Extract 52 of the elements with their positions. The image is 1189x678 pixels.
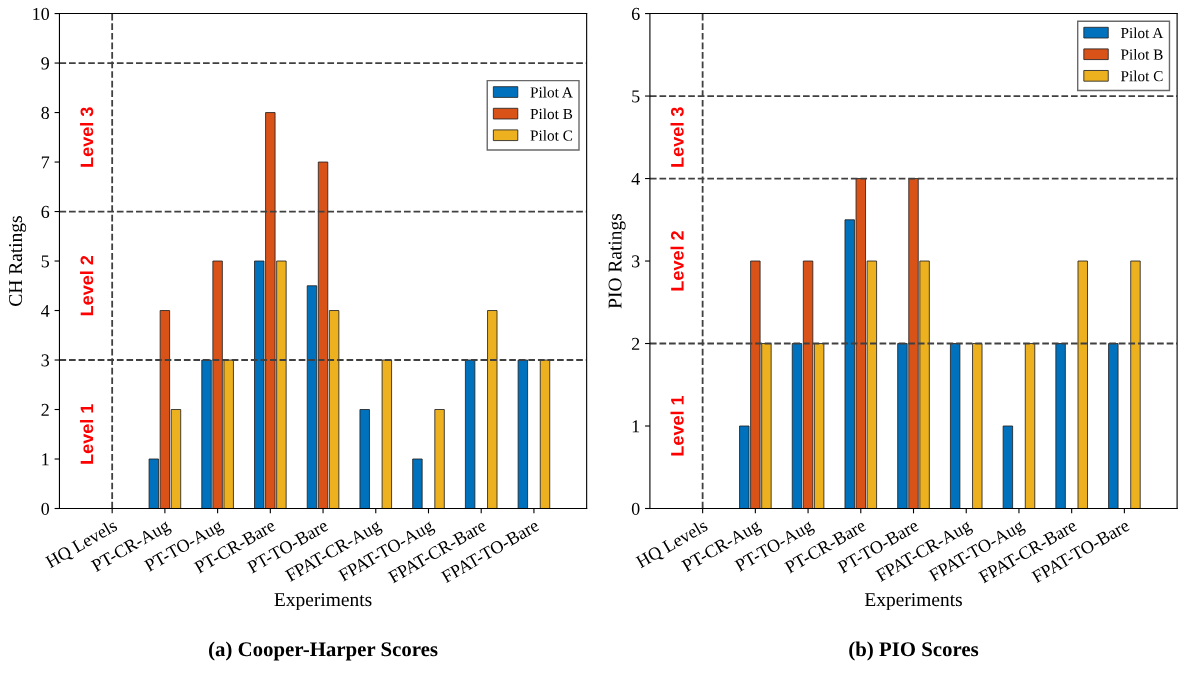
y-tick-label: 1	[42, 453, 49, 466]
legend-label: Pilot B	[1120, 48, 1163, 60]
legend-label: Pilot C	[530, 129, 573, 141]
y-tick-label: 3	[632, 255, 640, 268]
y-tick-label: 0	[41, 502, 50, 515]
text: (b) PIO Scores	[849, 641, 979, 661]
bar	[517, 359, 529, 509]
bar	[434, 409, 445, 509]
bar	[1130, 260, 1141, 509]
y-tick-label: 10	[33, 7, 50, 20]
y-tick-label: 8	[41, 106, 50, 119]
bar	[1024, 343, 1036, 509]
annotation: Level 3	[80, 107, 94, 167]
annotation: Level 1	[80, 404, 94, 464]
y-tick-label: 9	[41, 57, 49, 70]
y-tick-label: 6	[41, 205, 50, 218]
bar	[1055, 343, 1066, 509]
y-tick-label: 7	[41, 156, 50, 169]
x-axis-title: Experiments	[274, 593, 372, 611]
y-tick-label: 3	[41, 354, 50, 367]
y-tick-label: 6	[631, 7, 640, 20]
y-tick-label: 2	[41, 403, 49, 416]
legend-label: Pilot C	[1120, 70, 1163, 82]
legend-label: Pilot A	[1120, 27, 1164, 39]
y-tick-label: 4	[631, 172, 640, 185]
y-axis-title: PIO Ratings	[608, 213, 626, 309]
bar	[487, 310, 498, 509]
legend-label: Pilot B	[530, 108, 573, 120]
y-tick-label: 1	[632, 420, 640, 433]
legend-label: Pilot A	[530, 86, 573, 98]
bar	[359, 409, 370, 509]
y-tick-label: 2	[631, 337, 640, 350]
bar	[972, 343, 983, 509]
bar	[1108, 343, 1119, 509]
annotation: Level 1	[670, 395, 684, 456]
bar	[539, 359, 551, 509]
bar	[949, 343, 961, 509]
y-tick-label: 5	[632, 90, 640, 103]
text: (a) Cooper-Harper Scores	[209, 641, 438, 661]
bar	[1077, 260, 1088, 509]
annotation: Level 2	[80, 255, 94, 316]
y-tick-label: 5	[41, 255, 50, 268]
annotation: Level 3	[670, 107, 684, 167]
annotation: Level 2	[670, 231, 684, 291]
bar	[412, 458, 423, 509]
bar	[381, 359, 392, 509]
x-axis-title: Experiments	[864, 593, 962, 611]
y-axis-title: CH Ratings	[9, 216, 27, 306]
y-tick-label: 4	[41, 304, 50, 317]
bar	[1002, 425, 1014, 509]
bar	[464, 359, 476, 509]
y-tick-label: 0	[631, 502, 640, 515]
